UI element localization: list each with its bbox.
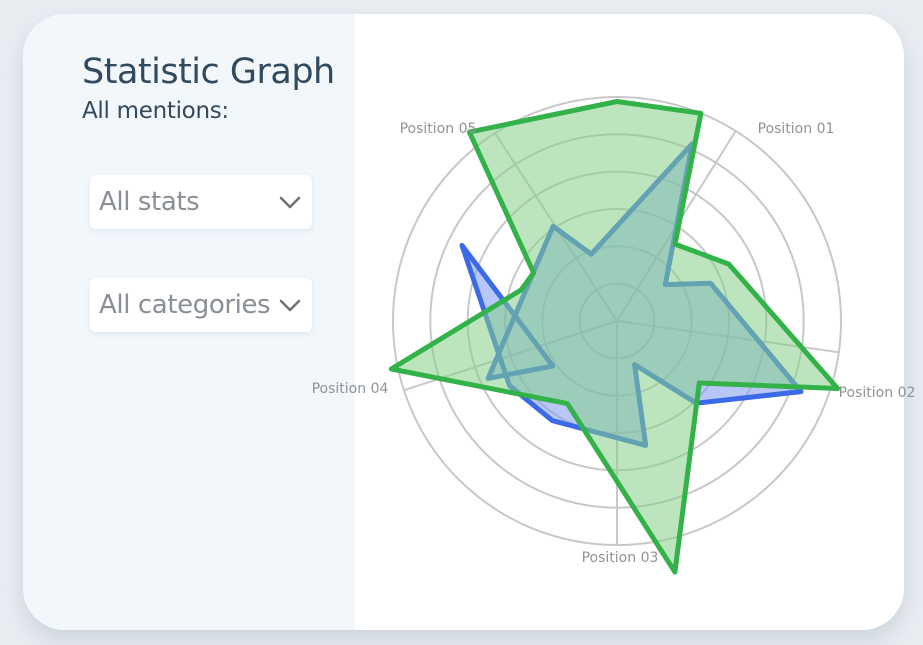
chevron-down-icon bbox=[279, 299, 301, 312]
categories-dropdown-label: All categories bbox=[99, 290, 271, 320]
radar-axis-label: Position 02 bbox=[839, 385, 916, 401]
series-green-area bbox=[388, 99, 841, 575]
radar-axis-label: Position 03 bbox=[582, 550, 659, 566]
page-subtitle: All mentions: bbox=[82, 98, 229, 124]
page-title: Statistic Graph bbox=[82, 52, 335, 92]
radar-series bbox=[388, 99, 841, 575]
categories-dropdown[interactable]: All categories bbox=[90, 278, 312, 332]
stats-dropdown[interactable]: All stats bbox=[90, 175, 312, 229]
radar-axis-label: Position 05 bbox=[400, 121, 477, 137]
radar-axis-label: Position 04 bbox=[312, 381, 389, 397]
radar-axis-labels: Position 01 Position 02 Position 03 Positio… bbox=[312, 121, 916, 566]
chevron-down-icon bbox=[279, 196, 301, 209]
radar-axis-label: Position 01 bbox=[758, 121, 835, 137]
filter-panel: Statistic Graph All mentions: All stats … bbox=[23, 14, 355, 630]
stats-dropdown-label: All stats bbox=[99, 187, 200, 217]
